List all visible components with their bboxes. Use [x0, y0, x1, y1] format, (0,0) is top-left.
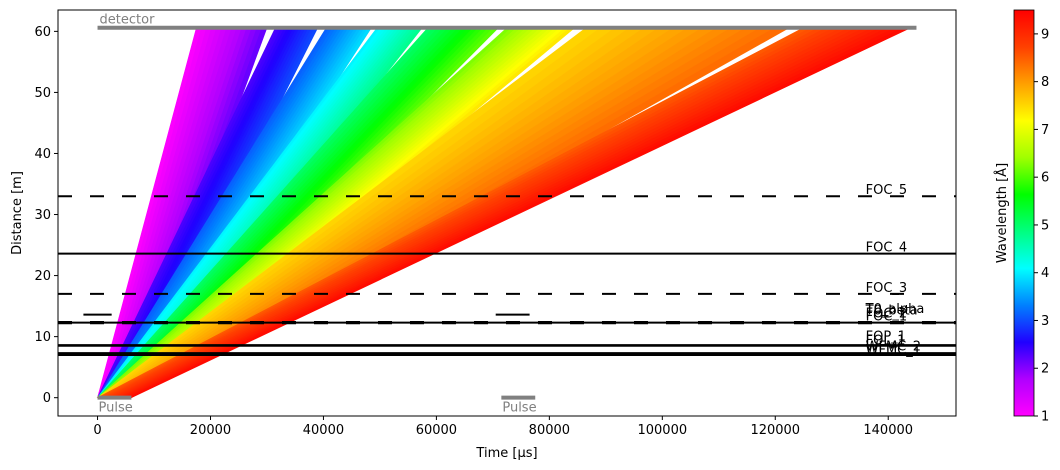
- y-tick-label: 50: [34, 86, 51, 101]
- x-tick-label: 120000: [750, 423, 800, 438]
- colorbar-tick-label: 8: [1041, 75, 1049, 90]
- colorbar-tick-label: 4: [1041, 266, 1049, 281]
- colorbar: 1 2 3 4 5 6 7 8 9: [1013, 9, 1049, 425]
- chopper-label-wfmc-1: WFMC_1: [866, 343, 921, 358]
- x-tick-label: 20000: [190, 423, 231, 438]
- chopper-label-fop-1: FOP_1: [866, 330, 906, 345]
- colorbar-tick-label: 5: [1041, 218, 1049, 233]
- y-axis-label: Distance [m]: [10, 171, 25, 255]
- colorbar-tick-label: 1: [1041, 410, 1049, 425]
- x-tick-label: 80000: [529, 423, 570, 438]
- pulse-2-label: Pulse: [502, 401, 536, 416]
- colorbar-tick-label: 9: [1041, 27, 1049, 42]
- chopper-label-t0-beta: T0_beta: [865, 303, 918, 318]
- y-tick-label: 40: [34, 147, 51, 162]
- chopper-label-foc-1: FOC_1: [866, 309, 908, 324]
- colorbar-label: Wavelength [Å]: [994, 163, 1010, 263]
- chopper-label-t0-alpha: T0_alpha: [865, 302, 925, 317]
- pulse-1-label: Pulse: [99, 401, 133, 416]
- x-tick-label: 40000: [303, 423, 344, 438]
- y-tick-label: 10: [34, 330, 51, 345]
- x-tick-label: 60000: [416, 423, 457, 438]
- colorbar-tick-label: 6: [1041, 171, 1049, 186]
- colorbar-tick-label: 7: [1041, 123, 1049, 138]
- x-tick-label: 100000: [637, 423, 687, 438]
- chopper-label-foc-2: FOC_2: [866, 306, 908, 321]
- y-tick-label: 20: [34, 269, 51, 284]
- detector-label: detector: [100, 13, 156, 28]
- chopper-lines: [58, 195, 956, 356]
- y-tick-label: 60: [34, 25, 51, 40]
- x-axis-ticks: 0 20000 40000 60000 80000 100000 120000 140000: [93, 416, 913, 438]
- chopper-label-foc-3: FOC_3: [866, 281, 908, 296]
- x-tick-label: 0: [93, 423, 101, 438]
- chopper-label-foc-5: FOC_5: [866, 183, 908, 198]
- chopper-label-fol-1: FOL_1: [866, 333, 906, 348]
- y-axis-ticks: 0 10 20 30 40 50 60: [34, 25, 58, 406]
- chopper-label-foc-4: FOC_4: [866, 240, 908, 255]
- chopper-label-wfmc-2: WFMC_2: [866, 339, 921, 354]
- colorbar-gradient: [1013, 9, 1035, 417]
- plot-frame: [57, 9, 957, 417]
- x-tick-label: 140000: [863, 423, 913, 438]
- y-tick-label: 30: [34, 208, 51, 223]
- y-tick-label: 0: [43, 391, 51, 406]
- neutron-rays: [96, 27, 911, 399]
- colorbar-tick-label: 3: [1041, 314, 1049, 329]
- x-axis-label: Time [μs]: [475, 446, 537, 461]
- colorbar-tick-label: 2: [1041, 362, 1049, 377]
